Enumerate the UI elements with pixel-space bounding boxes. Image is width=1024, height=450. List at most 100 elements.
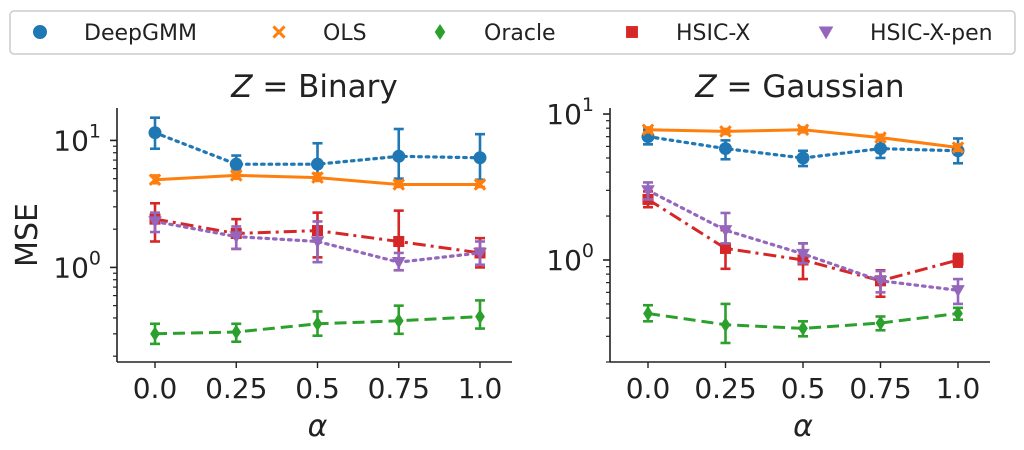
point-deepgmm — [311, 157, 324, 171]
legend-marker-deepgmm — [33, 25, 47, 39]
point-ols — [148, 173, 162, 187]
x-tick-label: 0.75 — [368, 372, 430, 405]
legend-label-deepgmm: DeepGMM — [84, 21, 197, 46]
point-hsic-x-pen — [391, 257, 406, 269]
point-oracle — [475, 309, 485, 325]
series-ols — [641, 123, 965, 154]
x-tick-label: 0.0 — [133, 372, 178, 405]
x-tick-label: 0.5 — [295, 372, 340, 405]
point-hsic-x-pen — [229, 231, 244, 244]
point-oracle — [150, 326, 160, 342]
x-tick-label: 0.0 — [626, 372, 671, 405]
y-tick-base: 10 — [546, 98, 582, 131]
point-deepgmm — [874, 142, 887, 156]
x-tick-label: 0.5 — [781, 372, 826, 405]
legend-marker-hsic-x — [626, 26, 638, 38]
legend-marker-hsic-x-pen — [818, 26, 834, 40]
series-deepgmm — [148, 116, 487, 182]
legend-label-oracle: Oracle — [484, 21, 556, 46]
series-line — [647, 198, 959, 283]
y-tick-exponent: 0 — [582, 240, 594, 262]
legend-entry-deepgmm: DeepGMM — [33, 21, 197, 46]
legend-entry-oracle: Oracle — [434, 21, 556, 46]
y-tick-base: 10 — [53, 251, 89, 284]
point-hsic-x-pen — [718, 225, 733, 238]
point-hsic-x-pen — [310, 236, 325, 249]
point-deepgmm — [796, 151, 810, 165]
series-hsic-x-pen — [148, 211, 487, 272]
panel-title: Z = Binary — [230, 69, 398, 105]
point-ols — [473, 178, 487, 191]
point-oracle — [312, 316, 323, 332]
x-axis-label: α — [308, 409, 328, 444]
point-oracle — [393, 313, 404, 329]
point-hsic-x — [952, 254, 964, 266]
point-hsic-x-pen — [641, 185, 655, 198]
point-oracle — [875, 315, 886, 331]
x-tick-label: 0.25 — [694, 372, 756, 405]
legend-marker-oracle — [434, 23, 446, 41]
panel-title-symbol: Z — [230, 69, 253, 105]
x-tick-label: 0.75 — [849, 372, 911, 405]
y-tick-exponent: 0 — [89, 247, 101, 269]
point-ols — [311, 171, 324, 184]
series-oracle — [150, 299, 485, 346]
y-tick-exponent: 1 — [89, 120, 101, 142]
panel-title-rest: = Gaussian — [717, 69, 905, 105]
legend-frame — [9, 10, 1016, 55]
y-tick-base: 10 — [53, 124, 89, 157]
panel-title: Z = Gaussian — [694, 69, 904, 105]
legend-entry-hsic-x: HSIC-X — [626, 21, 750, 46]
point-oracle — [643, 306, 653, 321]
point-deepgmm — [473, 151, 487, 165]
series-deepgmm — [641, 128, 965, 168]
point-hsic-x — [719, 242, 732, 254]
point-deepgmm — [719, 142, 732, 156]
x-tick-label: 1.0 — [458, 372, 503, 405]
x-axis-label: α — [793, 409, 813, 444]
point-hsic-x-pen — [796, 248, 810, 261]
panel-title-rest: = Binary — [252, 69, 397, 105]
point-hsic-x-pen — [473, 247, 487, 260]
y-tick-label: 101 — [546, 94, 594, 131]
series-oracle — [643, 302, 963, 345]
y-axis-label: MSE — [10, 203, 45, 267]
series-ols — [148, 169, 487, 191]
x-tick-label: 0.25 — [205, 372, 267, 405]
point-oracle — [720, 317, 731, 333]
legend-label-hsic-x: HSIC-X — [676, 21, 750, 46]
point-deepgmm — [148, 126, 162, 140]
point-hsic-x-pen — [951, 285, 965, 298]
y-tick-label: 100 — [53, 247, 101, 284]
point-ols — [229, 169, 243, 182]
legend-entry-ols: OLS — [272, 21, 367, 46]
legend-entry-hsic-x-pen: HSIC-X-pen — [818, 21, 993, 46]
y-tick-base: 10 — [546, 244, 582, 277]
point-oracle — [231, 324, 242, 340]
point-oracle — [798, 320, 808, 336]
point-ols — [951, 141, 965, 154]
panel-title-symbol: Z — [694, 69, 717, 105]
point-hsic-x-pen — [148, 216, 162, 229]
legend: DeepGMM OLS Oracle HSIC-X HSIC-X-pen — [9, 10, 1016, 55]
point-ols — [874, 131, 887, 144]
point-ols — [392, 178, 406, 191]
point-ols — [641, 123, 655, 137]
y-tick-label: 101 — [53, 120, 101, 157]
point-ols — [796, 123, 810, 137]
y-tick-exponent: 1 — [582, 94, 594, 116]
series-hsic-x-pen — [641, 181, 965, 306]
legend-marker-ols — [272, 25, 286, 39]
point-deepgmm — [392, 149, 406, 163]
legend-label-ols: OLS — [323, 21, 367, 46]
point-oracle — [953, 306, 963, 321]
point-deepgmm — [229, 157, 243, 171]
y-tick-label: 100 — [546, 240, 594, 277]
legend-label-hsic-x-pen: HSIC-X-pen — [870, 21, 993, 46]
point-hsic-x — [393, 235, 405, 248]
point-ols — [719, 125, 732, 138]
